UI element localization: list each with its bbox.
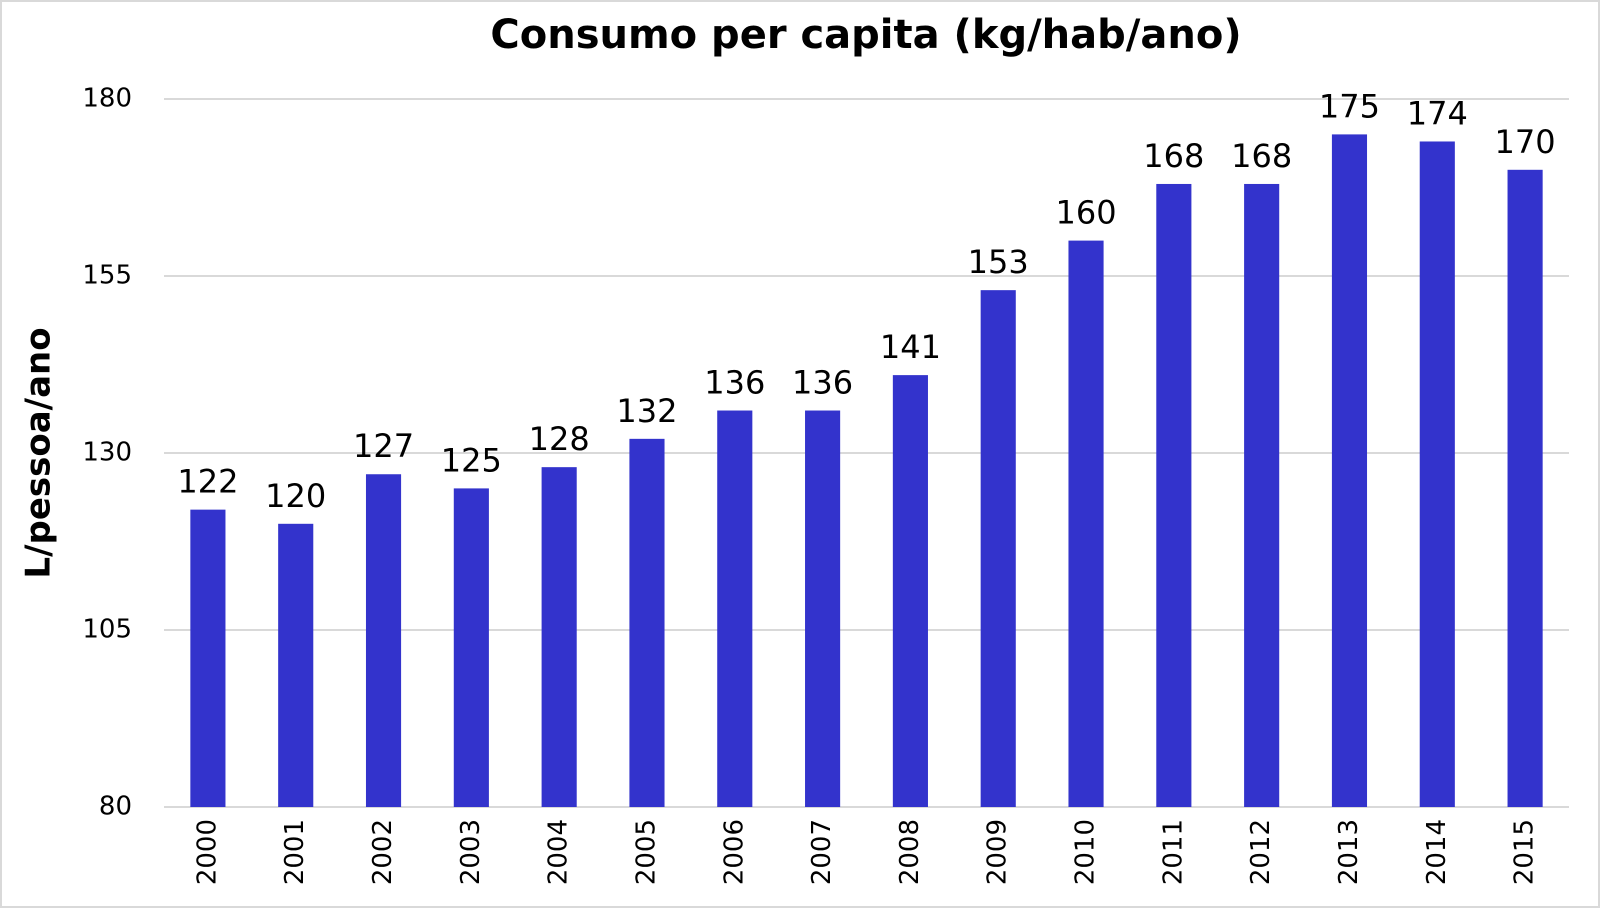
value-label: 132	[616, 392, 677, 430]
x-tick-label: 2007	[807, 819, 837, 885]
bar	[892, 375, 928, 807]
value-label: 170	[1495, 123, 1556, 161]
bar	[980, 290, 1016, 807]
x-tick-label: 2008	[895, 819, 925, 885]
x-tick-label: 2014	[1422, 819, 1452, 885]
y-tick-label: 180	[82, 84, 132, 114]
x-tick-label: 2012	[1246, 819, 1276, 885]
x-tick-label: 2010	[1071, 819, 1101, 885]
value-label: 160	[1055, 194, 1116, 232]
value-label: 127	[353, 427, 414, 465]
bar	[1156, 183, 1192, 807]
x-tick-label: 2003	[456, 819, 486, 885]
value-label: 125	[441, 441, 502, 479]
value-label: 120	[265, 477, 326, 515]
x-tick-label: 2013	[1334, 819, 1364, 885]
value-label: 175	[1319, 87, 1380, 125]
y-tick-label: 130	[82, 438, 132, 468]
value-label: 141	[880, 328, 941, 366]
y-tick-label: 80	[99, 792, 132, 822]
x-tick-label: 2011	[1158, 819, 1188, 885]
value-label: 136	[704, 364, 765, 402]
bar	[365, 474, 402, 807]
x-tick-label: 2001	[280, 819, 310, 885]
bar	[453, 488, 489, 807]
value-label: 122	[177, 463, 238, 501]
value-label: 168	[1231, 137, 1292, 175]
bar	[1244, 183, 1280, 807]
bar	[278, 523, 314, 807]
bar	[1507, 169, 1543, 808]
bar	[717, 410, 753, 807]
x-tick-label: 2009	[983, 819, 1013, 885]
bar	[1331, 134, 1368, 807]
x-tick-label: 2015	[1510, 819, 1540, 885]
x-tick-label: 2006	[719, 819, 749, 885]
x-tick-label: 2004	[544, 819, 574, 885]
bar	[1068, 240, 1104, 808]
bar	[805, 410, 841, 807]
y-tick-label: 105	[82, 615, 132, 645]
value-label: 174	[1407, 94, 1468, 132]
bar	[629, 438, 665, 807]
x-tick-label: 2005	[631, 819, 661, 885]
value-label: 136	[792, 364, 853, 402]
bar	[541, 467, 577, 807]
chart-title: Consumo per capita (kg/hab/ano)	[490, 12, 1241, 58]
y-tick-label: 155	[82, 261, 132, 291]
bar	[1419, 141, 1455, 808]
x-tick-label: 2002	[368, 819, 398, 885]
x-tick-label: 2000	[192, 819, 222, 885]
bar	[190, 509, 226, 807]
value-label: 168	[1143, 137, 1204, 175]
value-label: 128	[529, 420, 590, 458]
y-axis-title: L/pessoa/ano	[19, 327, 59, 578]
value-label: 153	[968, 243, 1029, 281]
